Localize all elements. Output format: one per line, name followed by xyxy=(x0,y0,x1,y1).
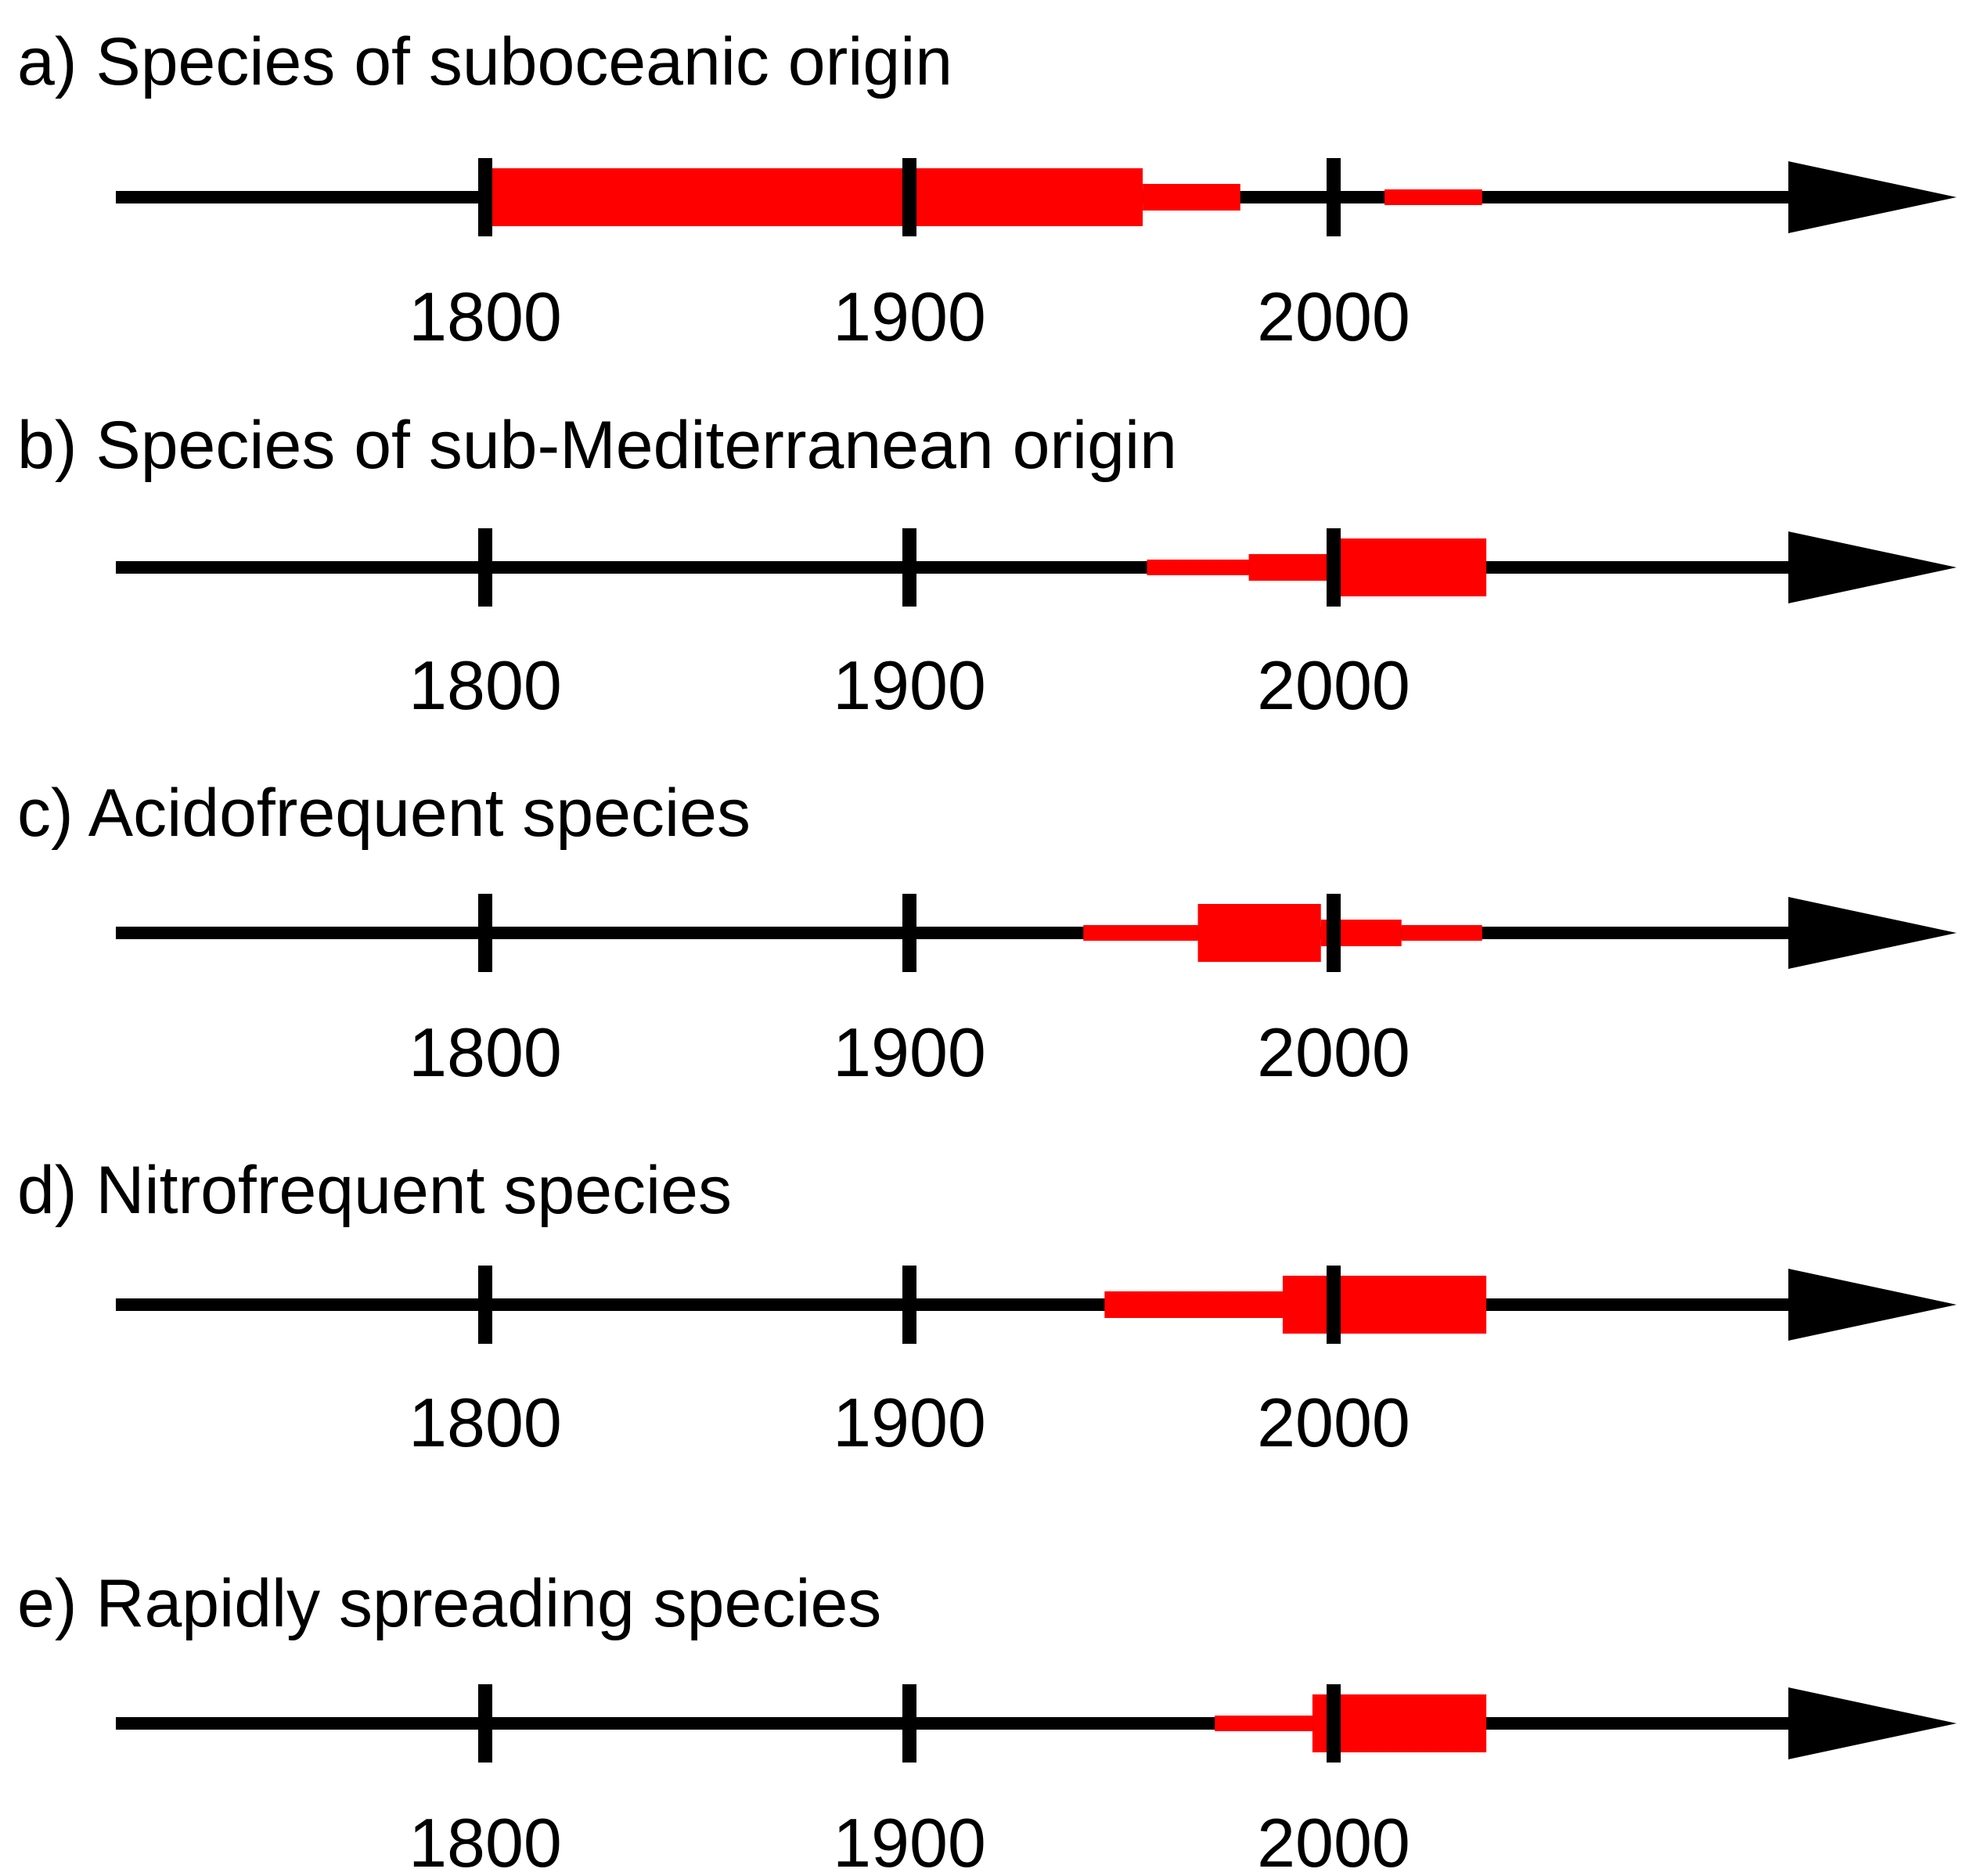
timeline-panel: d) Nitrofrequent species 1800 1900 2000 xyxy=(17,1153,1957,1461)
timeline-panel: e) Rapidly spreading species 1800 1900 2000 xyxy=(17,1566,1957,1876)
tick-mark xyxy=(478,528,492,607)
tick-mark xyxy=(1327,528,1341,607)
tick-label: 2000 xyxy=(1257,1384,1410,1461)
timeline-panel: b) Species of sub-Mediterranean origin 18… xyxy=(17,408,1957,724)
tick-mark xyxy=(1327,1266,1341,1344)
tick-label: 2000 xyxy=(1257,278,1410,355)
tick-mark xyxy=(902,158,916,236)
tick-mark xyxy=(478,1684,492,1763)
axis-arrowhead xyxy=(1788,1269,1957,1341)
tick-mark xyxy=(902,1684,916,1763)
axis-arrowhead xyxy=(1788,1687,1957,1759)
period-bar xyxy=(1147,560,1249,575)
tick-label: 2000 xyxy=(1257,1014,1410,1091)
tick-mark xyxy=(902,894,916,972)
tick-mark xyxy=(1327,158,1341,236)
panel-title: e) Rapidly spreading species xyxy=(17,1566,881,1641)
tick-mark xyxy=(478,894,492,972)
panel-title: a) Species of suboceanic origin xyxy=(17,24,952,99)
period-bar xyxy=(1197,904,1321,962)
tick-label: 1900 xyxy=(833,646,986,724)
tick-label: 1800 xyxy=(409,1384,562,1461)
tick-mark xyxy=(478,1266,492,1344)
tick-mark xyxy=(1327,1684,1341,1763)
tick-label: 2000 xyxy=(1257,646,1410,724)
tick-label: 1800 xyxy=(409,1014,562,1091)
tick-mark xyxy=(902,528,916,607)
tick-mark xyxy=(902,1266,916,1344)
period-bar xyxy=(1248,554,1334,581)
panel-title: b) Species of sub-Mediterranean origin xyxy=(17,408,1177,483)
period-bar xyxy=(1334,538,1487,596)
tick-label: 1900 xyxy=(833,278,986,355)
period-bar xyxy=(485,168,1143,226)
tick-label: 1800 xyxy=(409,646,562,724)
period-bar xyxy=(1083,925,1198,941)
tick-label: 1900 xyxy=(833,1014,986,1091)
timeline-panel: a) Species of suboceanic origin 1800 1900 2… xyxy=(17,24,1957,355)
panel-title: c) Acidofrequent species xyxy=(17,776,751,851)
period-bar xyxy=(1312,1694,1487,1752)
tick-label: 2000 xyxy=(1257,1804,1410,1876)
tick-mark xyxy=(1327,894,1341,972)
period-bar xyxy=(1384,189,1482,205)
axis-arrowhead xyxy=(1788,161,1957,233)
period-bar xyxy=(1143,184,1240,211)
tick-label: 1900 xyxy=(833,1804,986,1876)
period-bar xyxy=(1104,1291,1283,1318)
tick-label: 1900 xyxy=(833,1384,986,1461)
period-bar xyxy=(1401,925,1482,941)
period-bar xyxy=(1215,1716,1312,1731)
tick-label: 1800 xyxy=(409,278,562,355)
axis-arrowhead xyxy=(1788,531,1957,603)
timeline-panel: c) Acidofrequent species 1800 1900 2000 xyxy=(17,776,1957,1091)
tick-mark xyxy=(478,158,492,236)
period-bar xyxy=(1282,1276,1487,1334)
panel-title: d) Nitrofrequent species xyxy=(17,1153,732,1228)
axis-arrowhead xyxy=(1788,897,1957,969)
tick-label: 1800 xyxy=(409,1804,562,1876)
